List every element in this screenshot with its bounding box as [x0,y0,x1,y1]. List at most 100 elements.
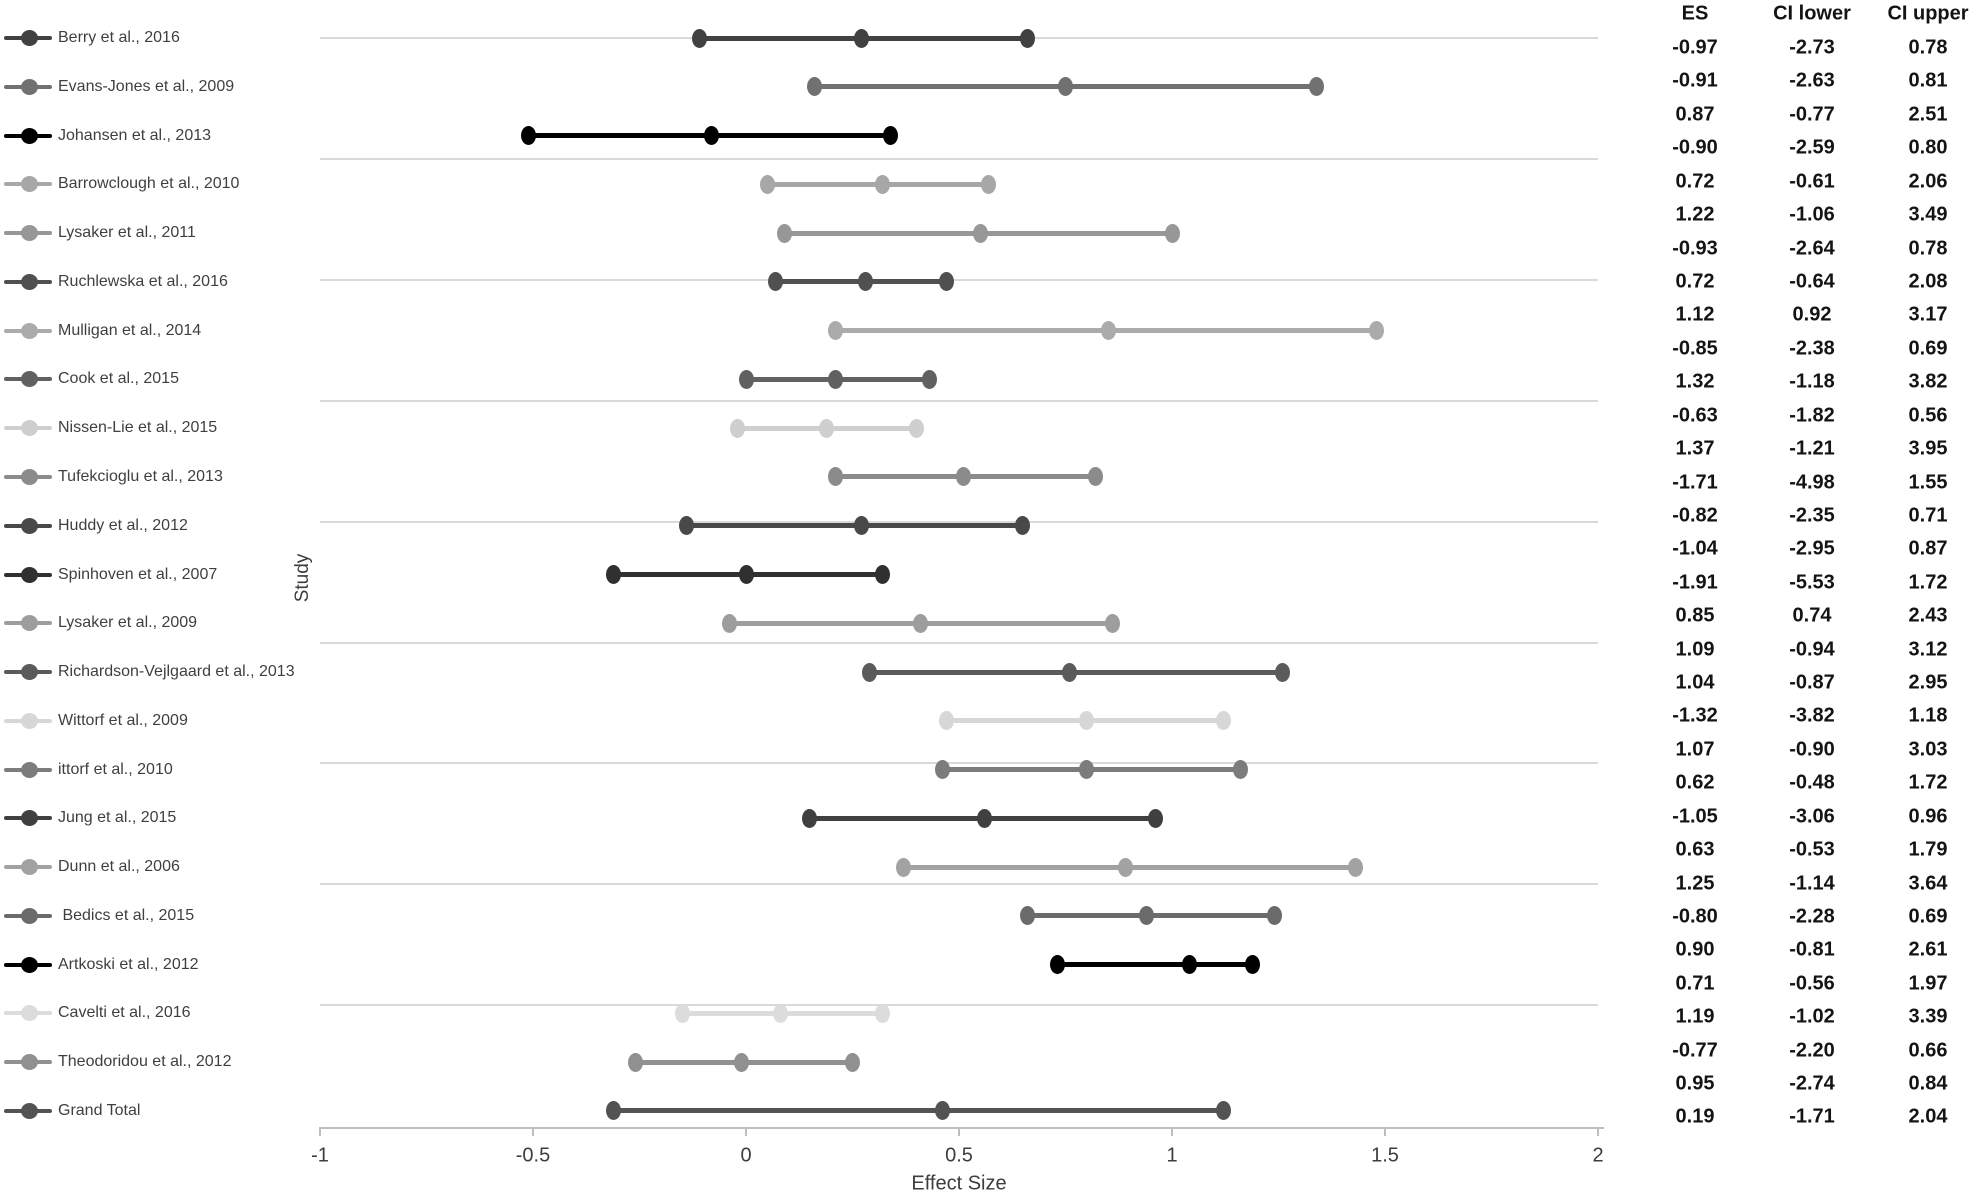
ci-upper-dot [1369,321,1384,341]
legend-marker-dot [21,127,38,144]
legend-label: Grand Total [58,1101,141,1119]
legend-item: Theodoridou et al., 2012 [0,1050,360,1074]
cell-es: 1.22 [1675,203,1715,226]
ci-upper-dot [1019,28,1035,48]
cell-ci-upper: 1.72 [1908,571,1948,594]
cell-ci-upper: 2.61 [1908,938,1948,961]
cell-ci-lower: -0.77 [1789,103,1835,126]
ci-lower-dot [627,1052,643,1072]
effect-size-dot [913,613,929,633]
effect-size-dot [853,516,869,536]
ci-lower-dot [828,321,843,341]
ci-lower-dot [1049,955,1065,975]
ci-lower-dot [806,77,822,97]
effect-size-dot [772,1003,788,1023]
cell-es: -0.80 [1672,905,1718,928]
ci-upper-dot [1347,857,1363,877]
gridline [320,641,1598,644]
legend-label: Ruchlewska et al., 2016 [58,272,228,290]
legend-marker-dot [21,78,38,95]
cell-ci-lower: 0.92 [1792,303,1832,326]
cell-ci-lower: -2.95 [1789,537,1835,560]
ci-lower-dot [738,369,754,389]
cell-ci-upper: 3.39 [1908,1005,1948,1028]
legend-label: Tufekcioglu et al., 2013 [58,467,223,485]
effect-size-dot [1079,760,1095,780]
cell-ci-lower: -0.56 [1789,972,1835,995]
legend-item: Dunn et al., 2006 [0,855,360,879]
ci-upper-dot [1215,1101,1231,1121]
cell-es: 1.32 [1675,370,1715,393]
cell-ci-lower: -3.06 [1789,805,1835,828]
cell-es: -0.97 [1672,36,1718,59]
cell-ci-upper: 2.06 [1908,170,1948,193]
ci-upper-dot [874,565,890,584]
ci-upper-dot [1087,467,1103,487]
cell-ci-upper: 0.56 [1908,404,1948,427]
ci-lower-dot [1019,906,1035,926]
legend-item: Lysaker et al., 2011 [0,221,360,245]
legend-label: Richardson-Vejlgaard et al., 2013 [58,663,295,680]
ci-lower-dot [606,565,622,584]
cell-es: 1.25 [1675,872,1715,894]
cell-ci-lower: -1.18 [1789,370,1835,393]
cell-ci-lower: -2.74 [1789,1072,1835,1095]
cell-ci-lower: -1.82 [1789,404,1835,427]
effect-size-dot [819,418,835,438]
table-header-ci-lower: CI lower [1773,2,1851,25]
cell-ci-lower: -2.64 [1789,237,1835,259]
x-axis-tick [1597,1127,1599,1136]
cell-ci-lower: -1.21 [1789,437,1835,460]
legend-label: Wittorf et al., 2009 [58,711,188,729]
legend-marker-dot [21,371,38,388]
legend-marker-dot [21,907,38,924]
legend-item: Johansen et al., 2013 [0,124,360,148]
legend-label: Artkoski et al., 2012 [58,955,199,973]
cell-es: 0.90 [1675,938,1715,961]
effect-size-dot [853,28,869,48]
legend-marker-dot [21,322,38,339]
cell-es: 1.12 [1675,303,1715,326]
cell-ci-upper: 2.43 [1908,604,1948,627]
cell-ci-lower: -2.38 [1789,337,1835,360]
cell-es: -0.63 [1672,404,1718,427]
x-axis-tick [1171,1127,1173,1136]
legend-marker-dot [21,1005,38,1022]
cell-es: -0.93 [1672,237,1718,259]
legend-label: Johansen et al., 2013 [58,126,212,144]
cell-ci-lower: -3.82 [1789,704,1835,727]
x-axis-line [320,1127,1604,1129]
cell-ci-lower: -4.98 [1789,471,1835,493]
effect-size-dot [828,369,843,389]
cell-ci-lower: -1.02 [1789,1005,1835,1028]
cell-ci-upper: 1.18 [1908,704,1948,727]
cell-es: -1.05 [1672,805,1718,828]
ci-lower-dot [828,467,843,487]
ci-upper-dot [1309,77,1325,97]
cell-ci-lower: -0.61 [1789,170,1835,193]
x-tick-label: 0.5 [945,1144,973,1167]
legend-marker-dot [21,810,38,827]
cell-es: -0.85 [1672,337,1718,360]
cell-ci-upper: 1.97 [1908,972,1948,995]
gridline [320,278,1598,281]
ci-upper-dot [1266,906,1282,926]
cell-ci-lower: -2.20 [1789,1039,1835,1062]
legend-marker-dot [21,517,38,534]
cell-es: -1.04 [1672,537,1718,560]
legend-label: Jung et al., 2015 [58,809,177,827]
legend-marker-dot [21,225,38,242]
effect-size-dot [1100,321,1116,341]
legend-item: Spinhoven et al., 2007 [0,563,360,587]
effect-size-dot [1079,711,1095,731]
ci-upper-dot [883,126,899,145]
ci-lower-dot [730,418,745,438]
ci-lower-dot [934,760,950,780]
ci-upper-dot [874,1003,890,1023]
ci-upper-dot [1104,613,1120,633]
gridline [320,883,1598,886]
cell-ci-upper: 3.64 [1908,872,1948,894]
legend-label: Cavelti et al., 2016 [58,1004,191,1022]
cell-ci-lower: 0.74 [1792,604,1832,627]
